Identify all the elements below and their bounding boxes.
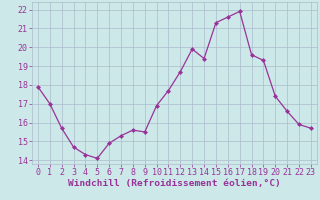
X-axis label: Windchill (Refroidissement éolien,°C): Windchill (Refroidissement éolien,°C) — [68, 179, 281, 188]
